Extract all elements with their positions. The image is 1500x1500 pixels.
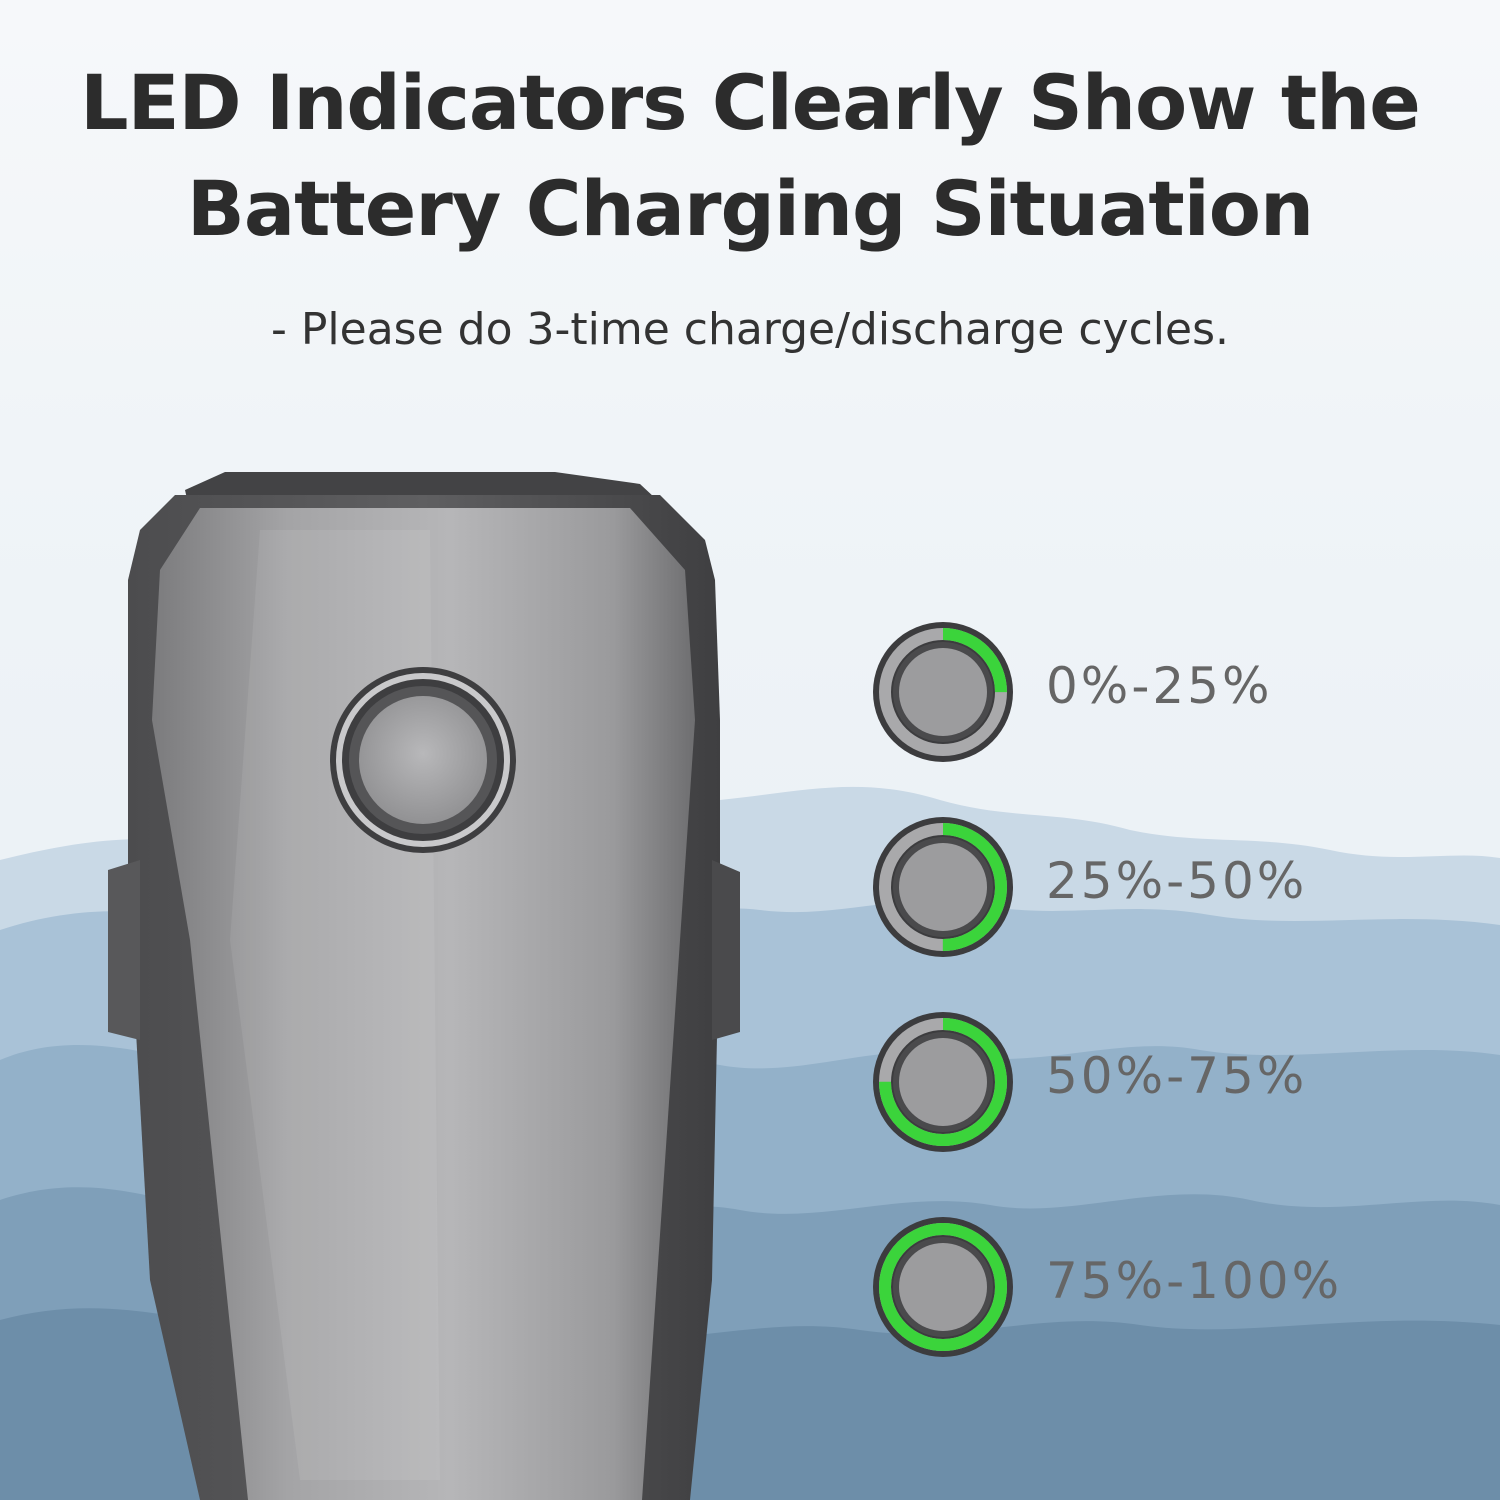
led-ring-icon	[873, 1012, 1013, 1152]
drone-battery-icon	[108, 472, 740, 1500]
charge-range-label: 75%-100%	[1046, 1252, 1343, 1310]
charge-range-label: 0%-25%	[1046, 657, 1273, 715]
headline-line-2: Battery Charging Situation	[186, 164, 1314, 253]
power-button-icon	[330, 667, 516, 853]
led-ring-icon	[873, 622, 1013, 762]
led-center	[899, 648, 987, 736]
led-center	[899, 1038, 987, 1126]
headline-line-1: LED Indicators Clearly Show the	[80, 58, 1421, 147]
led-charge-arc	[879, 823, 1007, 951]
led-indicator-row: 50%-75%	[868, 1007, 1468, 1157]
charge-range-label: 25%-50%	[1046, 852, 1308, 910]
led-charge-arc	[879, 628, 1007, 756]
charge-range-label: 50%-75%	[1046, 1047, 1308, 1105]
led-center	[899, 843, 987, 931]
led-ring-icon	[873, 1217, 1013, 1357]
led-indicator-row: 25%-50%	[868, 812, 1468, 962]
led-ring-icon	[873, 817, 1013, 957]
subheadline: - Please do 3-time charge/discharge cycl…	[271, 304, 1229, 355]
led-center	[899, 1243, 987, 1331]
led-charge-arc	[879, 1018, 1007, 1146]
led-indicator-row: 75%-100%	[868, 1212, 1468, 1362]
headline: LED Indicators Clearly Show the Battery …	[0, 50, 1500, 262]
led-charge-arc	[879, 1223, 1007, 1351]
led-indicator-row: 0%-25%	[868, 617, 1468, 767]
